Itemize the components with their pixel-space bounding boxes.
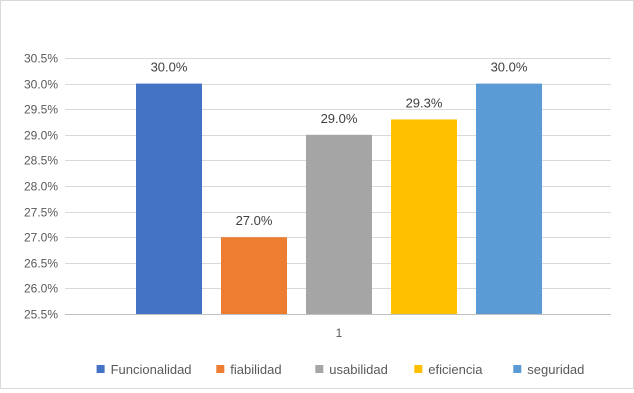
y-tick-label: 29.5% bbox=[24, 103, 58, 117]
y-tick-label: 26.0% bbox=[24, 282, 58, 296]
y-tick-label: 29.0% bbox=[24, 129, 58, 143]
data-label: 27.0% bbox=[236, 213, 273, 228]
legend-swatch bbox=[96, 365, 105, 373]
legend-swatch bbox=[315, 365, 324, 373]
data-labels: 30.0% 27.0% 29.0% 29.3% 30.0% bbox=[151, 60, 528, 229]
bar-funcionalidad bbox=[136, 83, 202, 314]
y-tick-label: 25.5% bbox=[24, 308, 58, 322]
bar-fiabilidad bbox=[221, 237, 287, 314]
y-tick-label: 30.5% bbox=[24, 52, 58, 66]
bars bbox=[136, 83, 542, 314]
legend-label: usabilidad bbox=[329, 362, 388, 377]
y-tick-label: 27.0% bbox=[24, 231, 58, 245]
y-tick-label: 28.5% bbox=[24, 154, 58, 168]
legend: Funcionalidad fiabilidad usabilidad eficien… bbox=[96, 362, 584, 377]
legend-label: fiabilidad bbox=[230, 362, 281, 377]
data-label: 29.0% bbox=[321, 111, 358, 126]
data-label: 30.0% bbox=[491, 60, 528, 75]
legend-swatch bbox=[513, 365, 522, 373]
legend-item: eficiencia bbox=[414, 362, 483, 377]
data-label: 30.0% bbox=[151, 60, 188, 75]
y-tick-label: 28.0% bbox=[24, 180, 58, 194]
legend-swatch bbox=[216, 365, 225, 373]
bar-seguridad bbox=[476, 83, 542, 314]
legend-label: seguridad bbox=[527, 362, 584, 377]
legend-label: eficiencia bbox=[428, 362, 483, 377]
y-tick-label: 30.0% bbox=[24, 78, 58, 92]
bar-eficiencia bbox=[391, 119, 457, 314]
legend-item: usabilidad bbox=[315, 362, 388, 377]
legend-item: fiabilidad bbox=[216, 362, 282, 377]
x-tick-label: 1 bbox=[336, 326, 343, 340]
data-label: 29.3% bbox=[406, 95, 443, 110]
x-axis-tick-labels: 1 bbox=[336, 326, 343, 340]
legend-swatch bbox=[414, 365, 423, 373]
legend-item: seguridad bbox=[513, 362, 584, 377]
y-tick-label: 26.5% bbox=[24, 257, 58, 271]
y-axis-tick-labels: 25.5% 26.0% 26.5% 27.0% 27.5% 28.0% 28.5% 29.0%… bbox=[24, 52, 58, 322]
bar-usabilidad bbox=[306, 134, 372, 314]
y-tick-label: 27.5% bbox=[24, 206, 58, 220]
legend-label: Funcionalidad bbox=[111, 362, 192, 377]
legend-item: Funcionalidad bbox=[96, 362, 192, 377]
